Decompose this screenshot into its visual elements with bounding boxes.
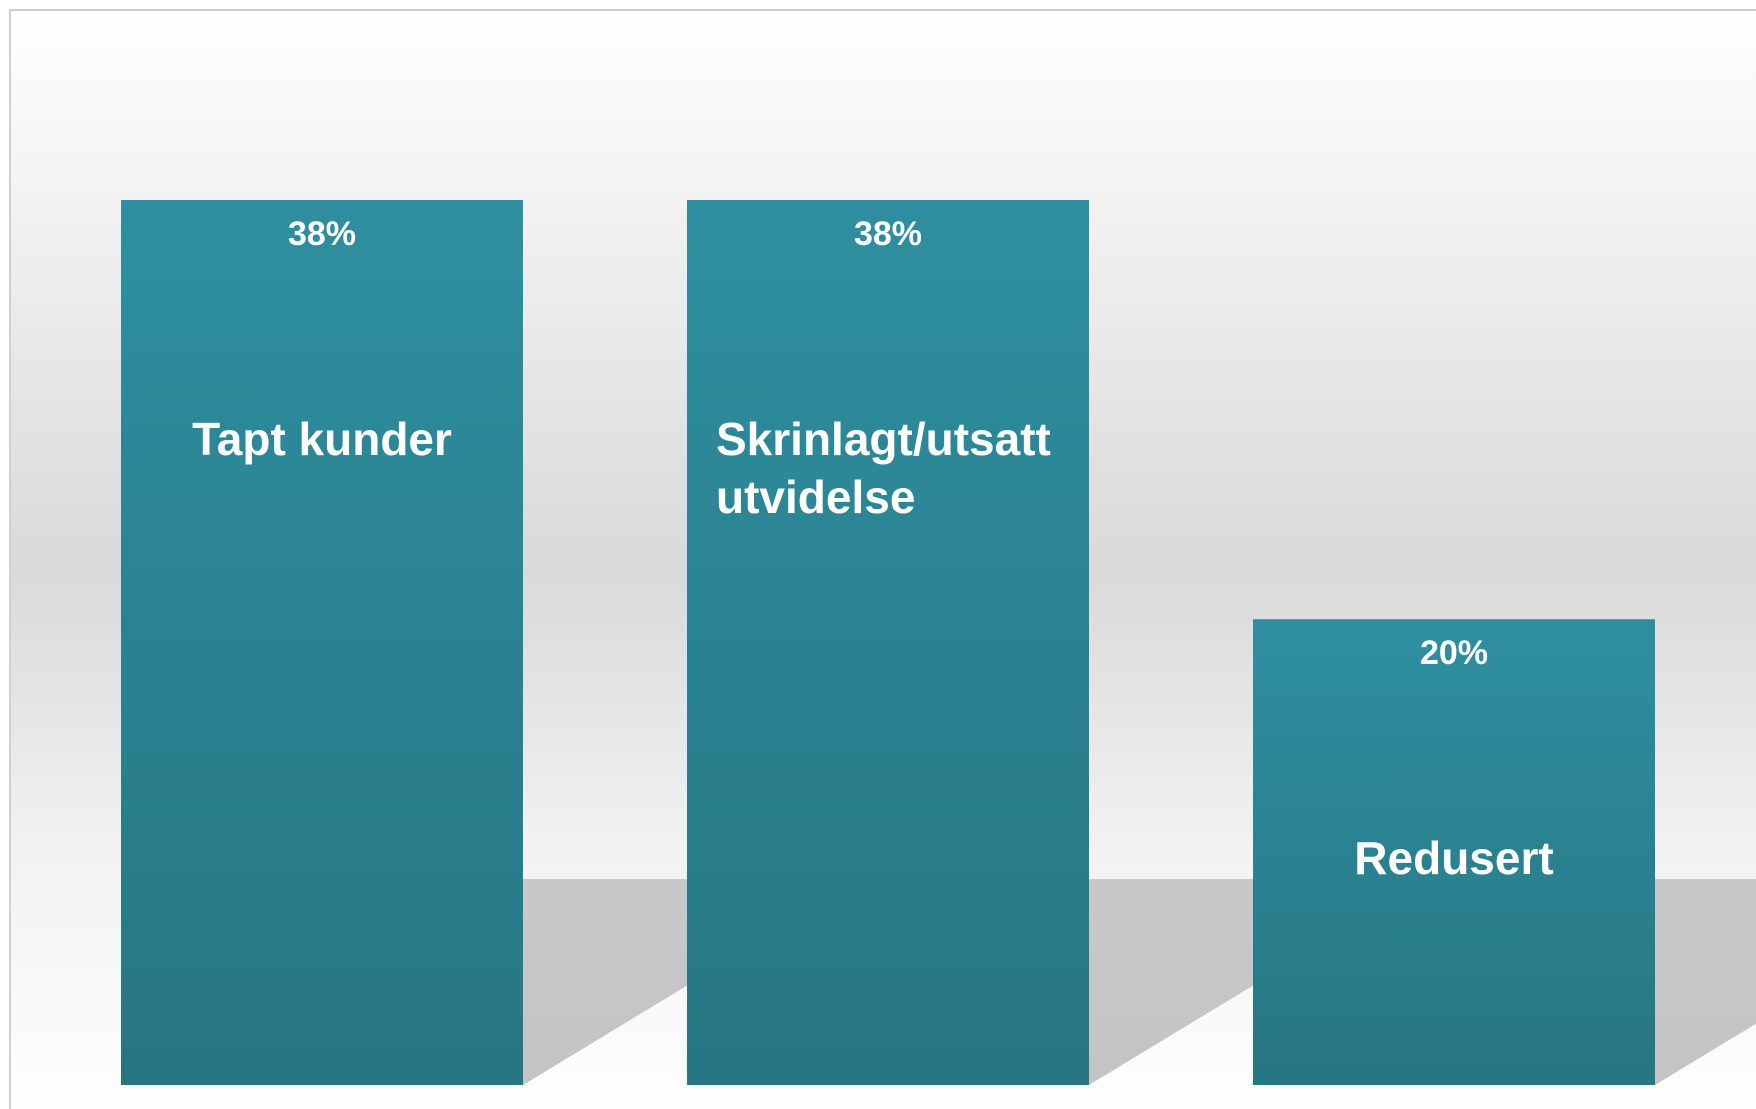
bar <box>1253 619 1655 1085</box>
value-label: 38% <box>288 215 356 253</box>
category-label: Redusert <box>1354 832 1553 884</box>
value-label: 38% <box>854 215 922 253</box>
value-label: 20% <box>1420 634 1488 672</box>
bar-shadow <box>523 879 688 1085</box>
bar-shadow <box>1655 879 1756 1085</box>
category-label: Tapt kunder <box>192 413 452 465</box>
category-label: Skrinlagt/utsatt utvidelse <box>716 413 1064 523</box>
bar <box>121 200 523 1085</box>
bar <box>687 200 1089 1085</box>
bar-shadow <box>1089 879 1254 1085</box>
